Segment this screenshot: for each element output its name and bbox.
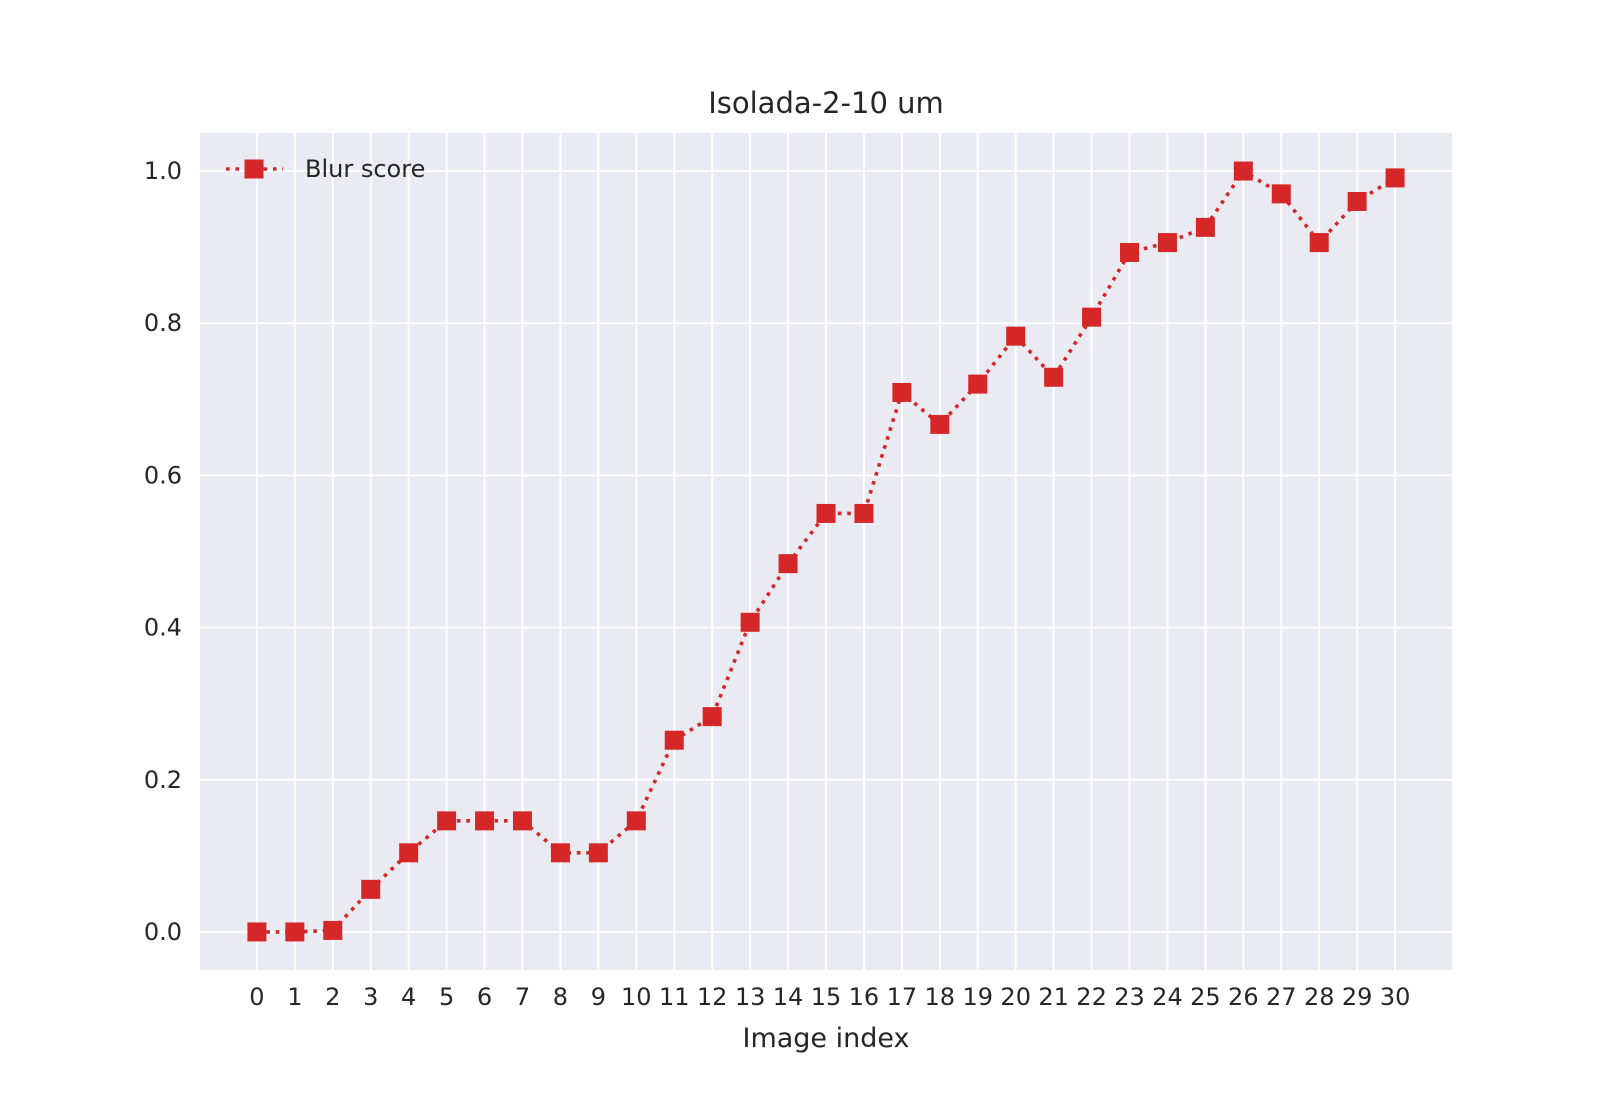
x-tick-label: 5 (439, 983, 454, 1011)
x-tick-label: 3 (363, 983, 378, 1011)
data-point-marker (1157, 233, 1177, 253)
x-tick-label: 21 (1038, 983, 1069, 1011)
y-tick-label: 0.0 (144, 918, 182, 946)
data-point-marker (512, 811, 532, 831)
data-point-marker (361, 879, 381, 899)
data-point-marker (778, 554, 798, 574)
x-tick-label: 12 (697, 983, 728, 1011)
x-tick-label: 20 (1000, 983, 1031, 1011)
x-tick-label: 11 (659, 983, 690, 1011)
data-point-marker (968, 374, 988, 394)
ticks: 0 1 2 3 4 5 6 7 8 9 10 11 12 13 14 15 16 17 18 19 20 21 22 23 24… (144, 157, 1411, 1011)
x-tick-label: 29 (1342, 983, 1373, 1011)
data-point-marker (1006, 326, 1026, 346)
x-tick-label: 19 (962, 983, 993, 1011)
y-tick-label: 0.8 (144, 309, 182, 337)
x-tick-label: 10 (621, 983, 652, 1011)
data-point-marker (816, 503, 836, 523)
x-tick-label: 9 (591, 983, 606, 1011)
x-tick-label: 28 (1304, 983, 1335, 1011)
data-point-marker (1309, 233, 1329, 253)
x-tick-label: 23 (1114, 983, 1145, 1011)
x-tick-label: 18 (925, 983, 956, 1011)
data-point-marker (854, 503, 874, 523)
x-tick-label: 14 (773, 983, 804, 1011)
x-tick-label: 7 (515, 983, 530, 1011)
data-point-marker (399, 843, 419, 863)
x-tick-label: 0 (249, 983, 264, 1011)
data-point-marker (702, 707, 722, 727)
data-point-marker (1233, 161, 1253, 181)
data-point-marker (1347, 191, 1367, 211)
x-tick-label: 26 (1228, 983, 1259, 1011)
x-tick-label: 16 (849, 983, 880, 1011)
x-tick-label: 2 (325, 983, 340, 1011)
y-tick-label: 0.6 (144, 461, 182, 489)
x-tick-label: 22 (1076, 983, 1107, 1011)
legend: Blur score (226, 155, 425, 183)
data-point-marker (437, 811, 457, 831)
data-point-marker (247, 922, 267, 942)
data-point-marker (892, 382, 912, 402)
data-point-marker (1385, 168, 1405, 188)
data-point-marker (323, 920, 343, 940)
x-tick-label: 4 (401, 983, 416, 1011)
x-tick-label: 25 (1190, 983, 1221, 1011)
y-tick-label: 0.2 (144, 766, 182, 794)
data-point-marker (664, 730, 684, 750)
data-point-marker (285, 922, 305, 942)
x-tick-label: 6 (477, 983, 492, 1011)
legend-marker-square (244, 159, 264, 179)
x-tick-label: 30 (1380, 983, 1411, 1011)
data-point-marker (1195, 217, 1215, 237)
data-point-marker (1082, 307, 1102, 327)
data-point-marker (626, 811, 646, 831)
legend-label: Blur score (305, 155, 425, 183)
x-tick-label: 1 (287, 983, 302, 1011)
x-axis-label: Image index (742, 1023, 909, 1054)
chart-title: Isolada-2-10 um (708, 86, 944, 120)
x-tick-label: 27 (1266, 983, 1297, 1011)
y-tick-label: 1.0 (144, 157, 182, 185)
data-point-marker (1044, 367, 1064, 387)
grid (200, 133, 1452, 970)
x-tick-label: 13 (735, 983, 766, 1011)
series-layer (247, 161, 1405, 942)
data-point-marker (475, 811, 495, 831)
x-tick-label: 17 (887, 983, 918, 1011)
data-point-marker (1120, 242, 1140, 262)
data-point-marker (588, 843, 608, 863)
x-tick-label: 24 (1152, 983, 1183, 1011)
data-point-marker (550, 843, 570, 863)
y-tick-label: 0.4 (144, 614, 182, 642)
data-point-marker (740, 612, 760, 632)
x-tick-label: 8 (553, 983, 568, 1011)
data-point-marker (1271, 184, 1291, 204)
data-point-marker (930, 414, 950, 434)
x-tick-label: 15 (811, 983, 842, 1011)
